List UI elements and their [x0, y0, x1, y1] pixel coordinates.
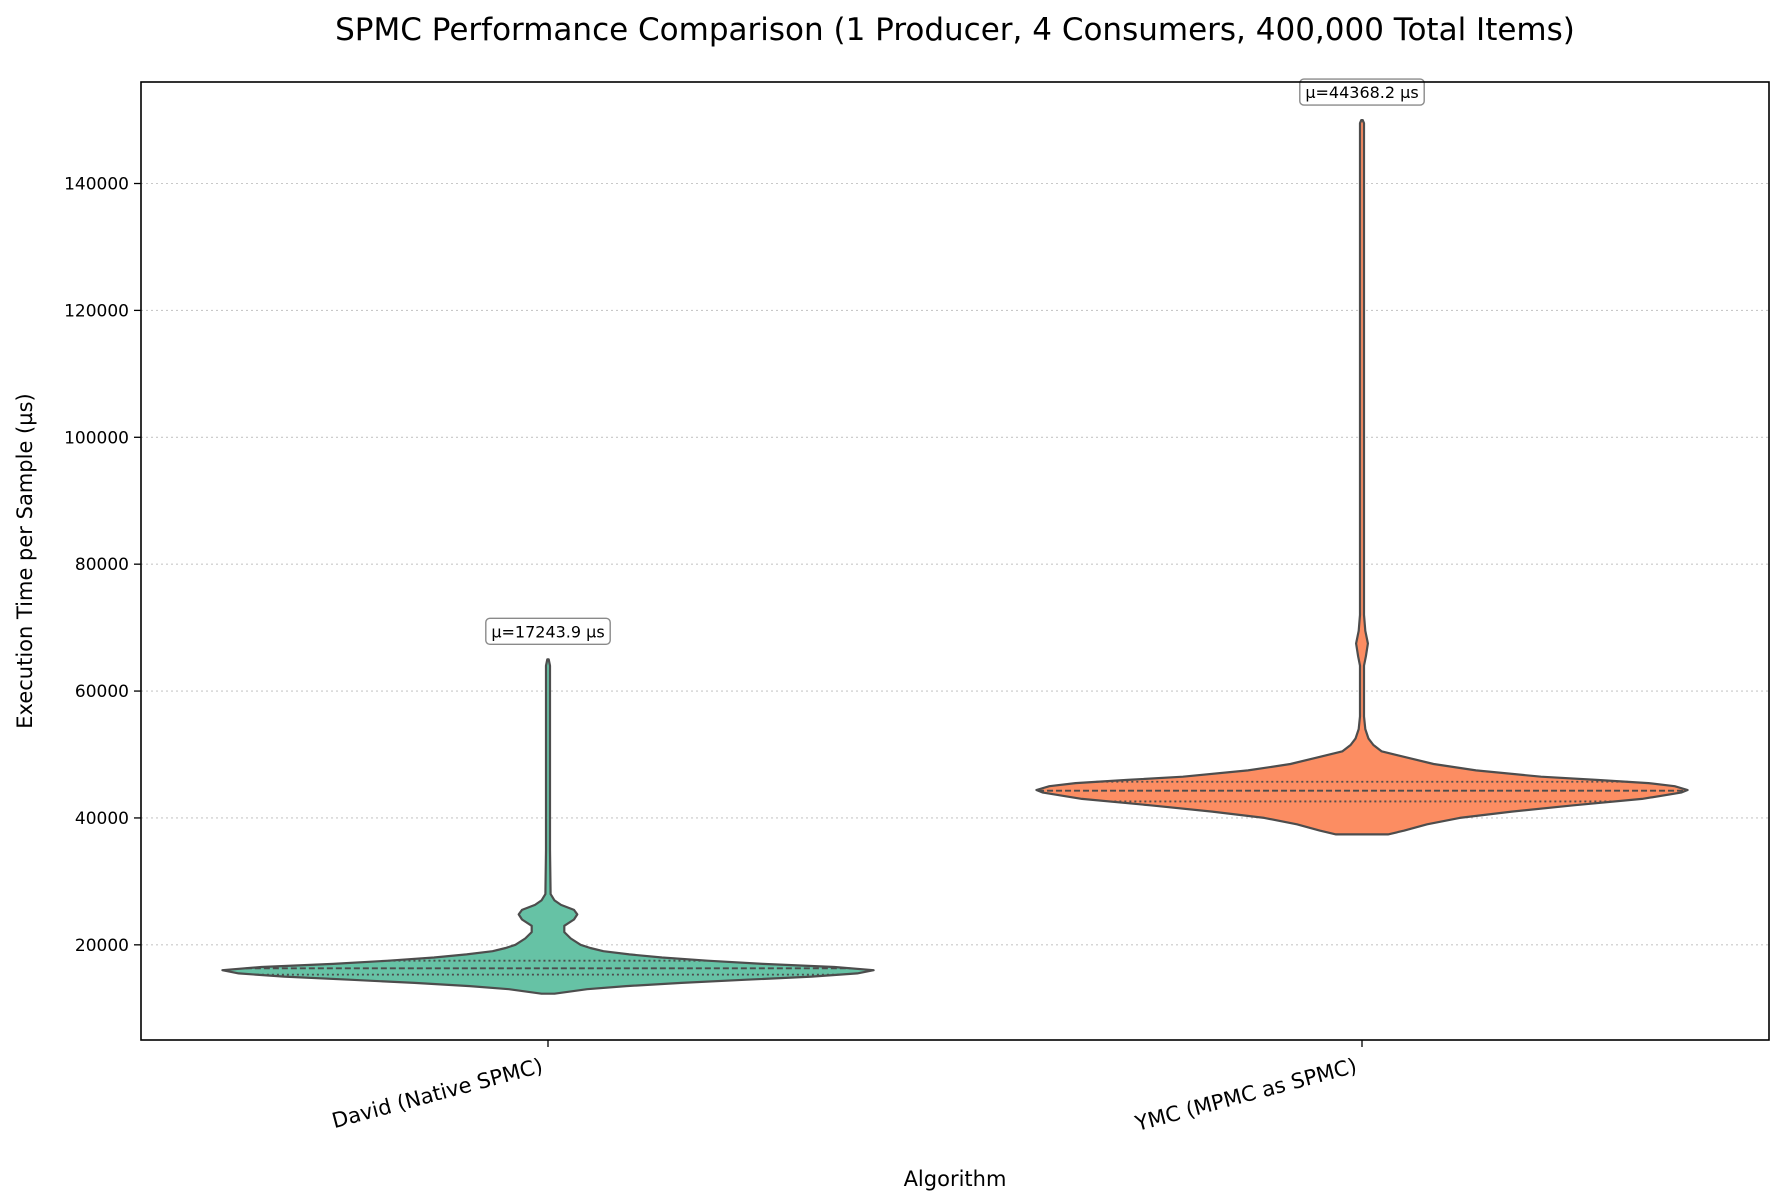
mean-annotation-text: μ=44368.2 µs	[1305, 83, 1418, 102]
x-axis-title: Algorithm	[904, 1167, 1007, 1191]
plot-area-frame	[140, 81, 1770, 1041]
y-axis-title: Execution Time per Sample (µs)	[13, 393, 37, 728]
mean-annotations: μ=17243.9 µs μ=44368.2 µs	[485, 78, 1425, 646]
violins	[221, 119, 1689, 995]
violin-body	[221, 658, 875, 995]
grid-lines	[141, 182, 1769, 946]
y-tick-label: 60000	[75, 682, 129, 702]
mean-annotation-box	[485, 617, 611, 646]
mean-annotation-text: μ=17243.9 µs	[491, 622, 604, 641]
y-tick-label: 100000	[64, 428, 129, 448]
y-tick-label: 40000	[75, 809, 129, 829]
y-tick-label: 140000	[64, 175, 129, 195]
chart-title: SPMC Performance Comparison (1 Producer,…	[335, 12, 1575, 48]
y-tick-label: 120000	[64, 301, 129, 321]
y-tick-label: 20000	[75, 936, 129, 956]
y-tick-label: 80000	[75, 555, 129, 575]
violin-body	[1035, 119, 1689, 836]
y-axis: 20000 40000 60000 80000 100000 120000 140000	[64, 175, 141, 956]
mean-annotation-box	[1299, 78, 1425, 106]
